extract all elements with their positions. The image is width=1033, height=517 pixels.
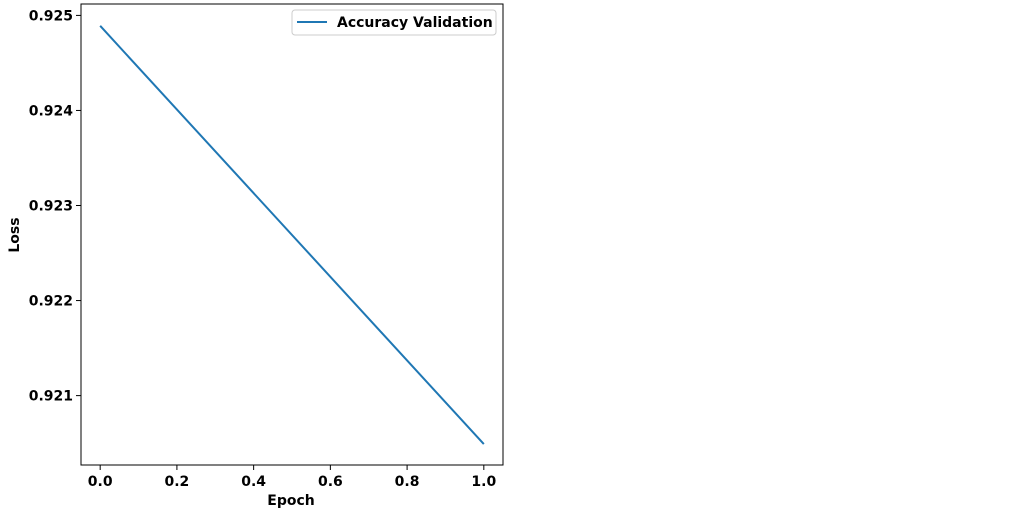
x-tick-label: 1.0: [471, 474, 496, 490]
x-tick-label: 0.4: [241, 474, 266, 490]
y-tick-label: 0.922: [29, 294, 73, 310]
legend-label: Accuracy Validation: [337, 15, 493, 31]
x-tick-label: 0.6: [318, 474, 343, 490]
y-tick-label: 0.925: [29, 8, 73, 24]
x-tick-label: 0.0: [88, 474, 113, 490]
legend-box: [291, 9, 497, 36]
x-tick-label: 0.2: [165, 474, 190, 490]
y-tick-label: 0.923: [29, 199, 73, 215]
y-axis-label: Loss: [7, 217, 23, 252]
legend: Accuracy Validation: [291, 9, 497, 36]
x-tick-label: 0.8: [395, 474, 420, 490]
series-layer: [99, 25, 485, 445]
y-tick-label: 0.921: [29, 389, 73, 405]
x-axis-label: Epoch: [267, 493, 314, 509]
plot-area-frame: [80, 3, 504, 466]
y-tick-label: 0.924: [29, 103, 74, 119]
series-line-accuracy-validation: [99, 25, 485, 445]
x-axis-ticks: 0.0 0.2 0.4 0.6 0.8 1.0: [88, 465, 496, 490]
y-axis-ticks: 0.921 0.922 0.923 0.924 0.925: [29, 8, 81, 405]
